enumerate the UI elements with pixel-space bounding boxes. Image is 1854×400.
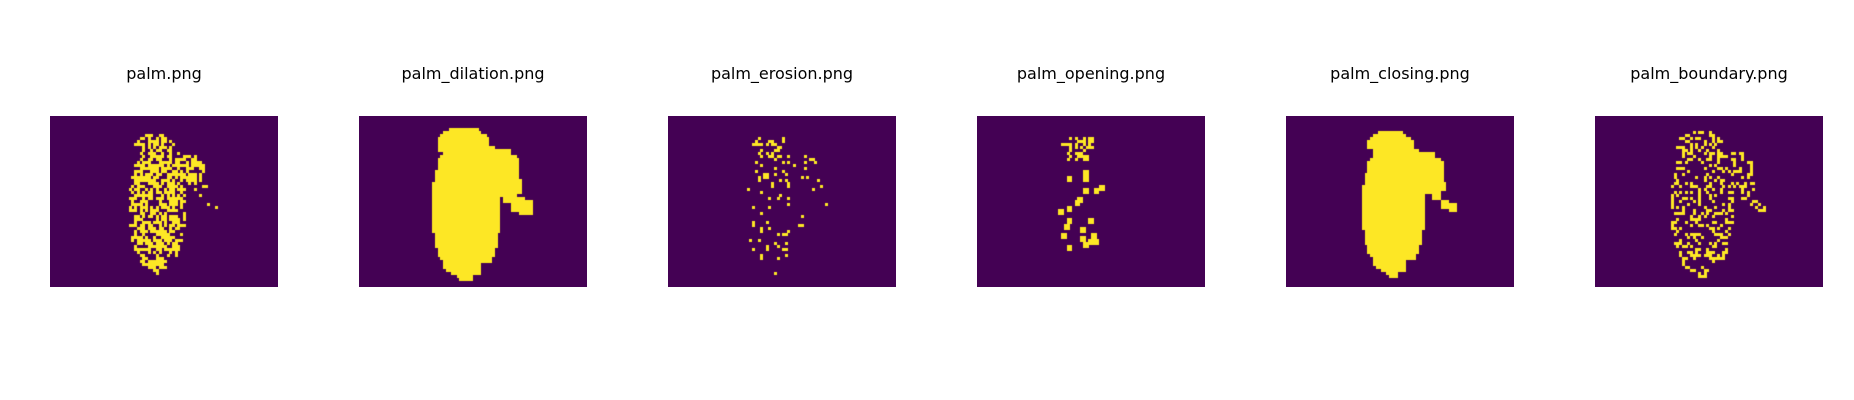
palm-image [50,116,278,287]
panel-title: palm_boundary.png [1630,64,1788,83]
panel-title: palm_erosion.png [710,64,854,83]
palm-opening-image [977,116,1205,287]
panel-palm-closing: palm_closing.png [1286,0,1514,400]
panel-title: palm_dilation.png [401,64,545,83]
panel-palm-erosion: palm_erosion.png [668,0,896,400]
palm-closing-image [1286,116,1514,287]
panel-title: palm_opening.png [1016,64,1166,83]
panel-palm-dilation: palm_dilation.png [359,0,587,400]
panel-palm-boundary: palm_boundary.png [1595,0,1823,400]
panel-title: palm_closing.png [1330,64,1470,83]
palm-erosion-image [668,116,896,287]
palm-boundary-image [1595,116,1823,287]
panel-title: palm.png [126,64,202,83]
panel-palm-opening: palm_opening.png [977,0,1205,400]
palm-dilation-image [359,116,587,287]
panel-palm: palm.png [50,0,278,400]
